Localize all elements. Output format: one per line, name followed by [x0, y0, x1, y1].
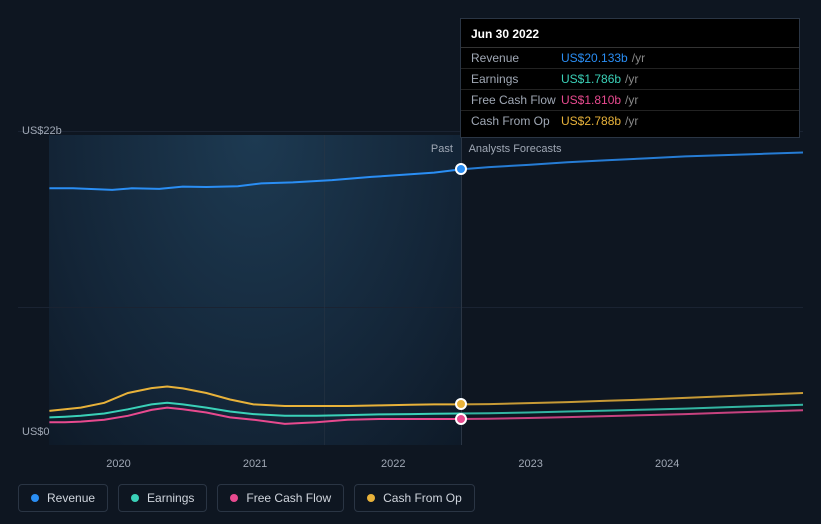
- legend-label: Earnings: [147, 491, 194, 505]
- tooltip-row: EarningsUS$1.786b/yr: [461, 69, 799, 90]
- tooltip-metric-label: Revenue: [471, 51, 561, 65]
- x-axis-label: 2022: [381, 458, 405, 470]
- financials-chart: US$22bUS$0PastAnalysts Forecasts20202021…: [18, 120, 803, 445]
- series-marker-cash_from_op: [455, 398, 467, 410]
- series-line-free_cash_flow: [461, 410, 803, 419]
- tooltip-row: Free Cash FlowUS$1.810b/yr: [461, 90, 799, 111]
- tooltip-suffix: /yr: [625, 114, 638, 128]
- legend-item-free_cash_flow[interactable]: Free Cash Flow: [217, 484, 344, 512]
- series-line-cash_from_op: [49, 387, 460, 411]
- legend-label: Revenue: [47, 491, 95, 505]
- tooltip-metric-value: US$2.788b: [561, 114, 621, 128]
- legend-item-revenue[interactable]: Revenue: [18, 484, 108, 512]
- series-line-revenue: [49, 169, 460, 190]
- legend-dot-icon: [367, 494, 375, 502]
- tooltip-metric-label: Earnings: [471, 72, 561, 86]
- legend-label: Free Cash Flow: [246, 491, 331, 505]
- tooltip-metric-value: US$1.810b: [561, 93, 621, 107]
- tooltip-metric-label: Free Cash Flow: [471, 93, 561, 107]
- legend-item-cash_from_op[interactable]: Cash From Op: [354, 484, 475, 512]
- x-axis-label: 2021: [243, 458, 267, 470]
- x-axis-label: 2020: [106, 458, 130, 470]
- x-axis-label: 2024: [655, 458, 679, 470]
- tooltip-row: Cash From OpUS$2.788b/yr: [461, 111, 799, 131]
- legend-dot-icon: [230, 494, 238, 502]
- x-axis-label: 2023: [518, 458, 542, 470]
- legend-dot-icon: [31, 494, 39, 502]
- legend-label: Cash From Op: [383, 491, 462, 505]
- tooltip-suffix: /yr: [625, 72, 638, 86]
- series-line-cash_from_op: [461, 393, 803, 404]
- tooltip-suffix: /yr: [632, 51, 645, 65]
- tooltip-suffix: /yr: [625, 93, 638, 107]
- chart-legend: Revenue Earnings Free Cash Flow Cash From O…: [18, 484, 475, 512]
- legend-item-earnings[interactable]: Earnings: [118, 484, 207, 512]
- chart-tooltip: Jun 30 2022 RevenueUS$20.133b/yrEarnings…: [460, 18, 800, 138]
- chart-lines: [18, 120, 803, 445]
- series-marker-revenue: [455, 163, 467, 175]
- series-line-revenue: [461, 153, 803, 170]
- legend-dot-icon: [131, 494, 139, 502]
- tooltip-metric-value: US$1.786b: [561, 72, 621, 86]
- tooltip-row: RevenueUS$20.133b/yr: [461, 48, 799, 69]
- series-line-free_cash_flow: [49, 408, 460, 424]
- tooltip-date: Jun 30 2022: [461, 25, 799, 48]
- series-marker-free_cash_flow: [455, 413, 467, 425]
- tooltip-metric-label: Cash From Op: [471, 114, 561, 128]
- tooltip-metric-value: US$20.133b: [561, 51, 628, 65]
